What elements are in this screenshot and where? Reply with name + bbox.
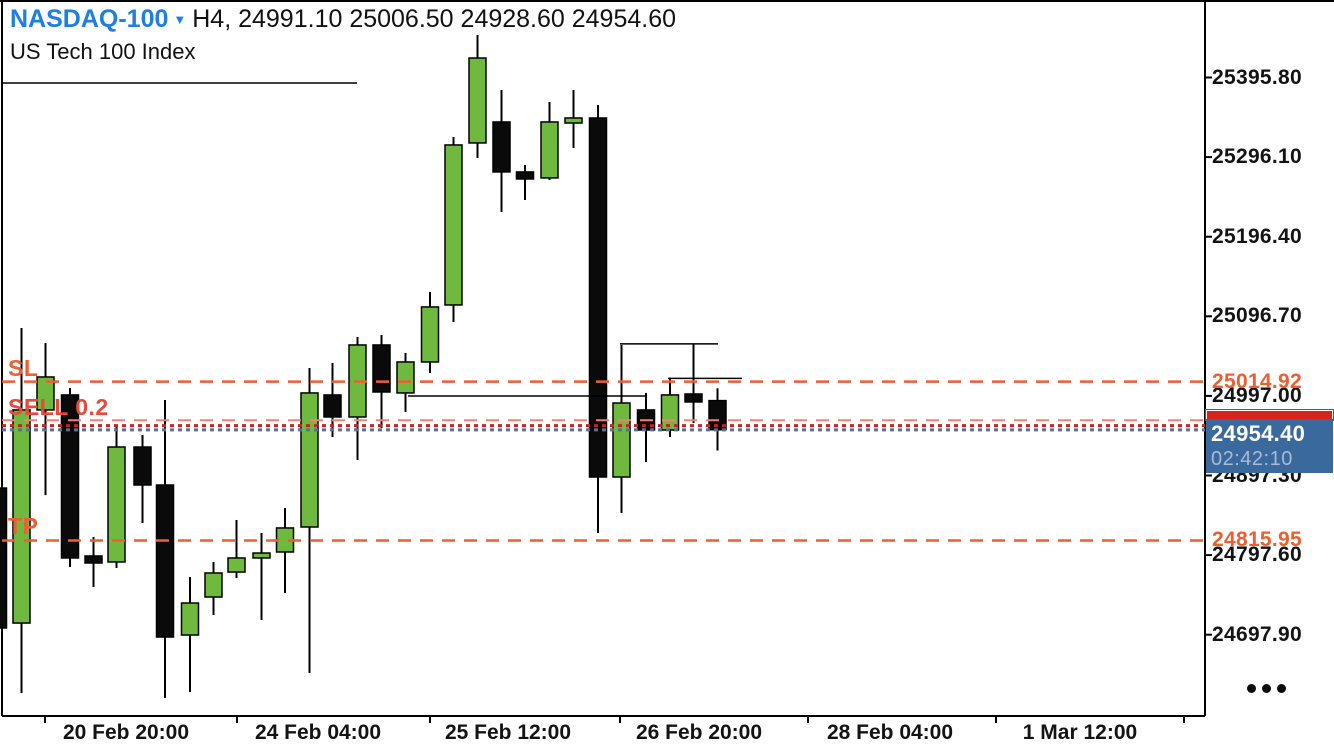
- candle-body-bear: [84, 555, 103, 564]
- candle-body-bear: [0, 487, 8, 629]
- candle-body-bull: [300, 392, 319, 528]
- candle-body-bull: [204, 572, 223, 598]
- candle-body-bull: [252, 552, 271, 559]
- candle-body-bull: [227, 557, 246, 573]
- candle-body-bull: [564, 117, 583, 124]
- candle-body-bear: [588, 117, 608, 478]
- time-axis-label: 20 Feb 20:00: [62, 721, 190, 744]
- sell-position-label[interactable]: SELL 0.2: [8, 394, 109, 421]
- current-price-badge: 24954.40 02:42:10: [1206, 419, 1333, 473]
- chevron-down-icon[interactable]: ▼: [173, 12, 187, 27]
- price-axis-label: 24997.00: [1212, 383, 1302, 407]
- candle-body-bull: [612, 402, 631, 478]
- instrument-subtitle: US Tech 100 Index: [10, 39, 196, 64]
- candle-body-bear: [155, 484, 175, 638]
- time-axis-label: 1 Mar 12:00: [1022, 721, 1138, 744]
- time-axis-label: 26 Feb 20:00: [635, 721, 763, 744]
- ohlc-values: H4, 24991.10 25006.50 24928.60 24954.60: [192, 5, 677, 33]
- stop-loss-axis-label: 25014.92: [1212, 369, 1302, 393]
- price-axis-label: 25296.10: [1212, 145, 1302, 169]
- candle-body-bull: [444, 144, 463, 306]
- price-axis-label: 25196.40: [1212, 224, 1302, 248]
- price-axis-label: 25096.70: [1212, 304, 1302, 328]
- stop-loss-label[interactable]: SL: [8, 354, 39, 381]
- candle-body-bear: [133, 446, 152, 486]
- chart-header: NASDAQ-100 ▼ H4, 24991.10 25006.50 24928.6…: [10, 5, 676, 34]
- candle-body-bear: [515, 171, 535, 180]
- price-axis-label: 24697.90: [1212, 622, 1302, 646]
- candle-body-bull: [420, 306, 440, 363]
- price-axis-label: 24797.60: [1212, 543, 1302, 567]
- candle-body-bull: [468, 57, 487, 144]
- candle-body-bear: [684, 393, 703, 403]
- time-axis-label: 24 Feb 04:00: [254, 721, 382, 744]
- dot-icon: [1247, 683, 1256, 693]
- candle-body-bull: [107, 446, 126, 563]
- take-profit-label[interactable]: TP: [8, 513, 39, 540]
- dot-icon: [1277, 683, 1286, 693]
- candle-body-bear: [372, 344, 391, 393]
- take-profit-axis-label: 24815.95: [1212, 528, 1302, 552]
- symbol-button[interactable]: NASDAQ-100: [10, 5, 169, 33]
- candle-body-bear: [492, 121, 511, 173]
- candle-body-bull: [396, 361, 415, 394]
- price-axis-label: 25395.80: [1212, 65, 1302, 89]
- candle-body-bull: [180, 602, 200, 636]
- candle-body-bear: [60, 394, 80, 559]
- candle-body-bull: [540, 121, 559, 179]
- candle-countdown-timer: 02:42:10: [1211, 448, 1293, 470]
- current-price-value: 24954.40: [1211, 421, 1306, 446]
- dot-icon: [1262, 683, 1271, 693]
- more-options-button[interactable]: [1247, 681, 1297, 695]
- time-axis-label: 28 Feb 04:00: [826, 721, 954, 744]
- time-axis-label: 25 Feb 12:00: [444, 721, 572, 744]
- candle-body-bull: [12, 409, 31, 624]
- candle-body-bear: [323, 394, 342, 418]
- candle-body-bull: [36, 376, 55, 411]
